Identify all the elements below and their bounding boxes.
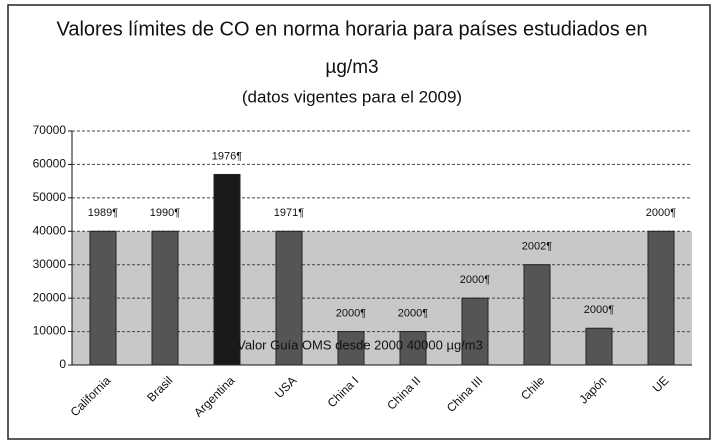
y-tick-label: 10000 [33, 324, 67, 338]
bar [461, 297, 489, 366]
reference-band-label: Valor Guía OMS desde 2000 40000 µg/m3 [237, 337, 483, 352]
bar-label: 2000¶ [336, 307, 366, 319]
chart-frame [7, 4, 711, 440]
bar-label: 1976¶ [212, 150, 242, 162]
y-tick-label: 30000 [33, 257, 67, 271]
bar-label: 2000¶ [398, 307, 428, 319]
bar-label: 1990¶ [150, 207, 180, 219]
chart-title: Valores límites de CO en norma horaria p… [56, 18, 647, 40]
bar [151, 230, 179, 366]
chart-subtitle: (datos vigentes para el 2009) [242, 87, 462, 106]
bar [647, 230, 675, 366]
bar-label: 2000¶ [460, 274, 490, 286]
bar [399, 331, 427, 366]
bar-label: 2002¶ [522, 241, 552, 253]
bar-label: 2000¶ [646, 207, 676, 219]
bar [89, 230, 117, 366]
bar [275, 230, 303, 366]
y-tick-label: 50000 [33, 190, 67, 204]
y-tick-label: 70000 [33, 123, 67, 137]
bar [337, 331, 365, 366]
y-tick-label: 20000 [33, 290, 67, 304]
bar-label: 1971¶ [274, 207, 304, 219]
y-tick-label: 0 [59, 357, 66, 371]
y-tick-label: 60000 [33, 157, 67, 171]
bar [213, 173, 241, 366]
y-tick-label: 40000 [33, 223, 67, 237]
bar-label: 2000¶ [584, 304, 614, 316]
chart-title-line2: µg/m3 [325, 57, 378, 78]
bar [585, 327, 613, 366]
bar-label: 1989¶ [88, 207, 118, 219]
bar [523, 264, 551, 366]
